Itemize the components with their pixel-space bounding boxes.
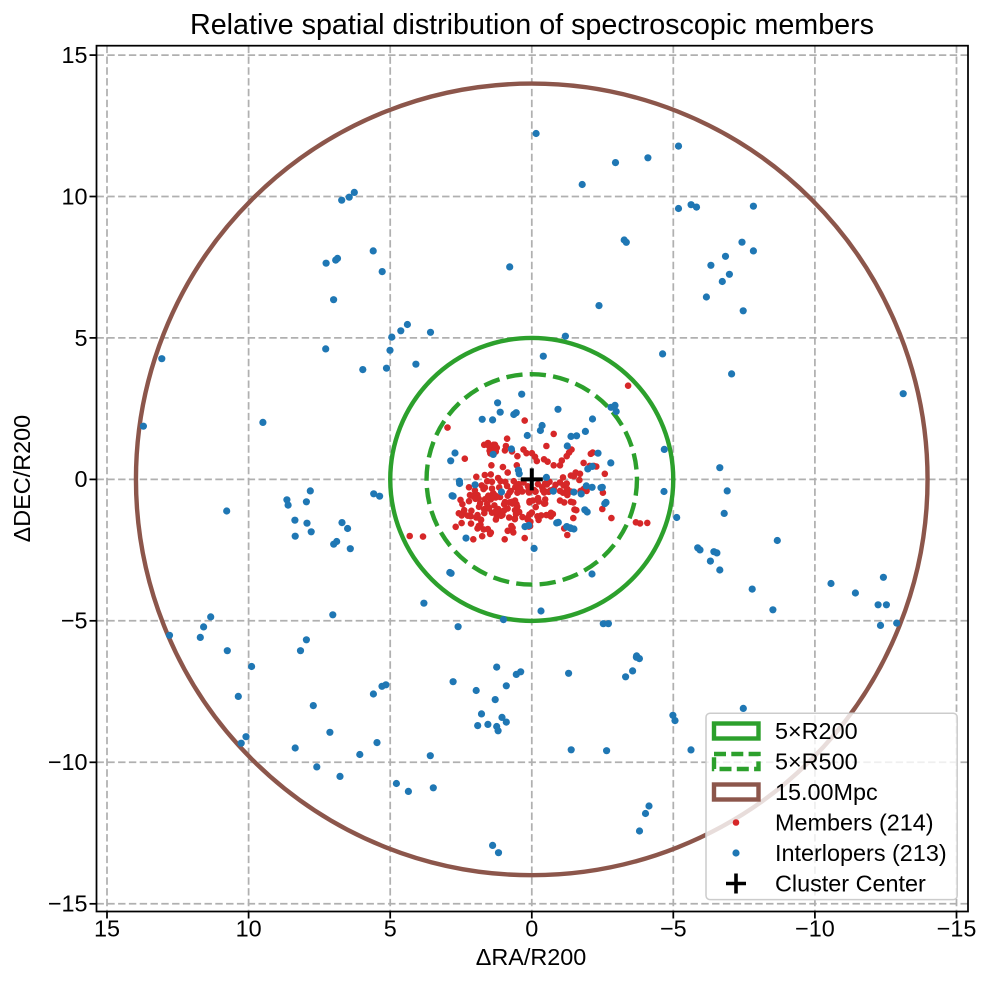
svg-text:Cluster Center: Cluster Center <box>775 870 926 896</box>
svg-text:Interlopers (213): Interlopers (213) <box>775 840 947 866</box>
svg-text:5×R500: 5×R500 <box>775 748 858 774</box>
svg-text:5: 5 <box>74 325 87 351</box>
svg-text:5×R200: 5×R200 <box>775 718 858 744</box>
svg-text:10: 10 <box>236 916 262 942</box>
svg-text:Relative spatial distribution: Relative spatial distribution of spectro… <box>190 9 874 41</box>
svg-text:15.00Mpc: 15.00Mpc <box>775 779 878 805</box>
svg-text:−5: −5 <box>61 608 88 634</box>
svg-text:Members (214): Members (214) <box>775 809 934 835</box>
svg-text:−15: −15 <box>48 891 88 917</box>
svg-text:5: 5 <box>384 916 397 942</box>
svg-text:−10: −10 <box>48 749 88 775</box>
svg-text:−15: −15 <box>937 916 977 942</box>
svg-text:0: 0 <box>525 916 538 942</box>
svg-text:−5: −5 <box>660 916 687 942</box>
svg-text:−10: −10 <box>795 916 835 942</box>
svg-text:15: 15 <box>94 916 120 942</box>
svg-text:ΔRA/R200: ΔRA/R200 <box>476 944 587 970</box>
svg-text:0: 0 <box>74 466 87 492</box>
svg-text:10: 10 <box>61 183 87 209</box>
svg-text:15: 15 <box>61 42 87 68</box>
svg-text:ΔDEC/R200: ΔDEC/R200 <box>9 415 35 542</box>
